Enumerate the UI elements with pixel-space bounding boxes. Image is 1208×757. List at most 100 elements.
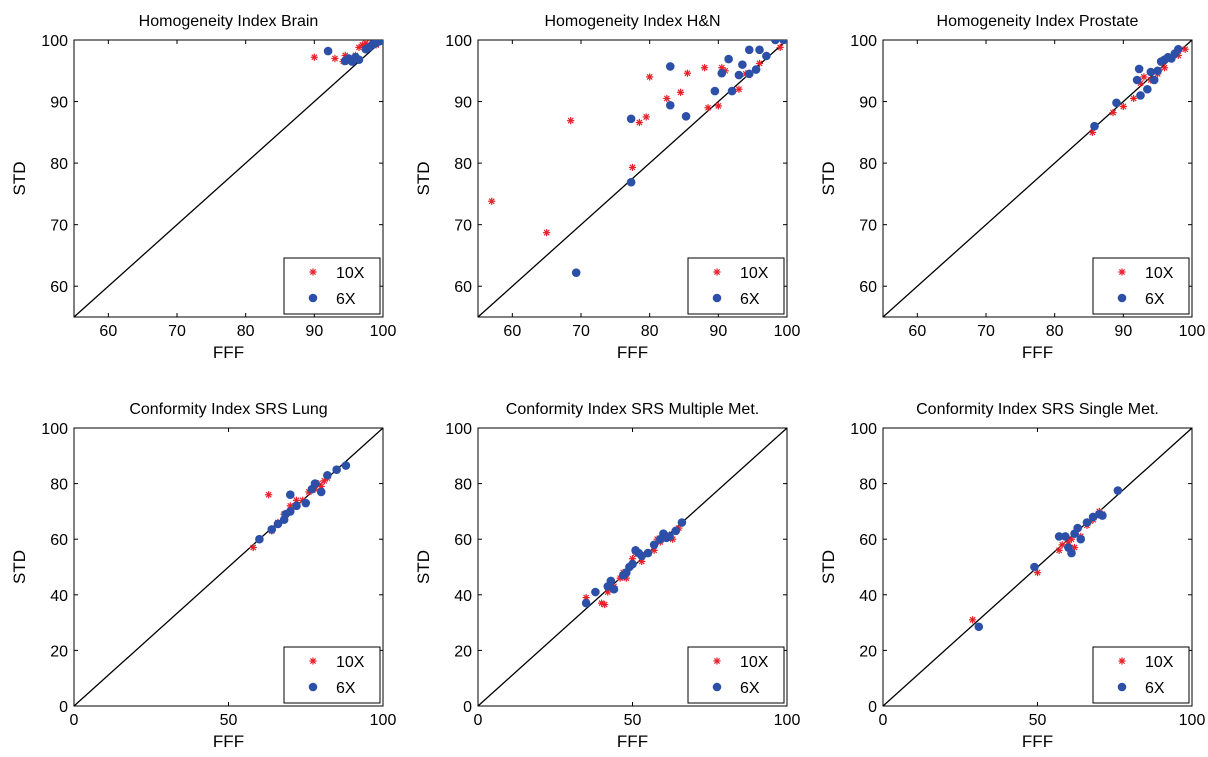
data-points [581, 518, 687, 609]
point-6x [738, 60, 747, 69]
y-tick-label: 20 [454, 643, 472, 660]
point-6x [571, 268, 581, 277]
point-6x [771, 40, 780, 45]
point-10x [249, 543, 257, 552]
point-10x [488, 197, 496, 205]
scatter-panel: Homogeneity Index H&N 60 70 80 90 100 60 70 80 90… [414, 13, 800, 362]
y-tick-label: 60 [50, 532, 68, 549]
point-6x [286, 490, 295, 500]
point-10x [331, 54, 339, 63]
x-tick-label: 50 [624, 712, 642, 729]
axes-frame [882, 39, 1193, 318]
point-6x [1073, 523, 1082, 533]
x-tick-label: 90 [1114, 323, 1132, 340]
legend-marker-10x [713, 268, 721, 276]
legend-label: 10X [336, 654, 365, 671]
point-6x [301, 498, 311, 508]
point-10x [310, 53, 318, 61]
point-6x [626, 177, 636, 187]
y-tick-label: 60 [454, 279, 472, 296]
point-6x [323, 470, 332, 480]
point-10x [1055, 546, 1063, 554]
point-6x [744, 69, 754, 79]
point-6x [1054, 532, 1064, 541]
x-tick-label: 60 [503, 323, 521, 340]
x-axis-label: FFF [213, 343, 244, 362]
point-6x [727, 86, 737, 96]
legend: 10X 6X [687, 257, 785, 315]
point-6x [1076, 534, 1086, 544]
legend-label: 6X [1145, 680, 1165, 697]
point-6x [1149, 75, 1159, 85]
chart-title: Conformity Index SRS Lung [129, 401, 327, 418]
x-tick-label: 70 [977, 323, 995, 340]
data-points [969, 486, 1123, 632]
x-tick-label: 60 [99, 323, 117, 340]
point-10x [714, 102, 722, 110]
point-10x [1160, 64, 1169, 72]
point-6x [671, 526, 681, 536]
legend-marker-10x [1118, 268, 1126, 276]
point-6x [1098, 511, 1107, 520]
point-6x [1146, 67, 1156, 77]
y-tick-label: 80 [50, 477, 68, 494]
y-axis-label: STD [10, 162, 29, 196]
y-tick-label: 60 [859, 532, 877, 549]
point-10x [1181, 45, 1189, 53]
legend-label: 6X [336, 680, 356, 697]
y-tick-label: 20 [859, 643, 877, 660]
y-tick-label: 60 [454, 532, 472, 549]
x-axis-label: FFF [1022, 732, 1053, 751]
point-6x [779, 40, 787, 45]
point-6x [581, 598, 591, 608]
x-tick-label: 100 [1179, 712, 1206, 729]
point-6x [628, 559, 637, 569]
point-6x [1030, 562, 1039, 572]
legend-label: 6X [740, 680, 760, 697]
chart-title: Homogeneity Index Brain [139, 13, 319, 30]
y-tick-label: 100 [41, 33, 68, 50]
point-6x [751, 65, 761, 74]
data-points [310, 40, 383, 66]
x-tick-label: 100 [370, 323, 397, 340]
x-axis-label: FFF [1022, 343, 1053, 362]
x-tick-label: 0 [879, 712, 888, 729]
legend-box [283, 257, 381, 315]
chart-title: Homogeneity Index H&N [544, 13, 720, 30]
point-6x [762, 51, 771, 61]
point-6x [323, 46, 333, 56]
chart-title: Conformity Index SRS Single Met. [916, 401, 1159, 418]
legend-label: 10X [1145, 654, 1174, 671]
x-tick-label: 70 [168, 323, 186, 340]
point-6x [273, 519, 283, 529]
legend-label: 10X [336, 265, 365, 282]
y-tick-label: 70 [454, 218, 472, 235]
y-tick-label: 40 [50, 588, 68, 605]
x-axis-label: FFF [617, 732, 648, 751]
y-tick-label: 0 [463, 699, 472, 716]
legend-marker-6x [1117, 293, 1127, 303]
y-axis-label: STD [10, 550, 29, 584]
point-10x [628, 163, 637, 172]
point-6x [755, 45, 764, 55]
point-6x [626, 114, 636, 124]
x-tick-label: 90 [709, 323, 727, 340]
legend-box [1092, 646, 1190, 704]
point-6x [310, 479, 320, 488]
point-6x [341, 461, 351, 470]
y-axis-label: STD [819, 550, 838, 584]
y-tick-label: 80 [50, 156, 68, 173]
point-10x [1130, 94, 1138, 103]
legend-label: 10X [740, 265, 769, 282]
y-tick-label: 0 [868, 699, 877, 716]
point-6x [1067, 548, 1076, 558]
x-tick-label: 100 [370, 712, 397, 729]
x-tick-label: 100 [1179, 323, 1206, 340]
point-6x [665, 532, 674, 541]
x-tick-label: 100 [774, 323, 801, 340]
point-10x [969, 616, 977, 624]
point-6x [677, 518, 687, 527]
legend-label: 6X [740, 291, 760, 308]
x-tick-label: 80 [237, 323, 255, 340]
